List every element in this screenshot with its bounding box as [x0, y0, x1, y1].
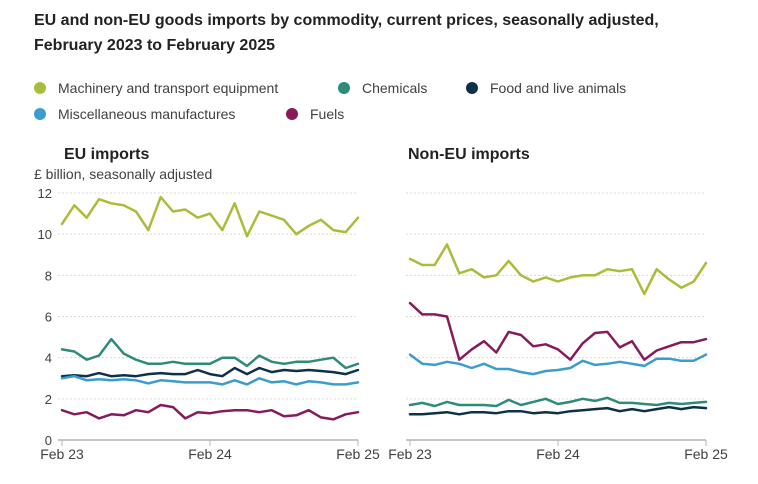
- eu-y-tick-label: 2: [45, 392, 52, 407]
- legend-item-misc: Miscellaneous manufactures: [34, 106, 235, 122]
- chart-title: EU and non-EU goods imports by commodity…: [34, 12, 659, 54]
- eu-x-tick-label: Feb 24: [188, 446, 232, 462]
- legend-dot-food: [466, 82, 478, 94]
- eu-series-line-food: [60, 366, 360, 378]
- legend-label-food: Food and live animals: [490, 80, 627, 96]
- eu-y-tick-label: 8: [45, 268, 52, 283]
- eu-x-tick-label: Feb 25: [336, 446, 380, 462]
- non-eu-panel-title: Non-EU imports: [408, 146, 530, 163]
- legend-item-food: Food and live animals: [466, 80, 626, 96]
- legend-item-machinery: Machinery and transport equipment: [34, 80, 278, 96]
- non-eu-series-line-fuels: [408, 301, 708, 361]
- eu-y-tick-label: 4: [45, 351, 52, 366]
- legend-dot-chemicals: [338, 82, 350, 94]
- eu-series-line-chemicals: [60, 337, 360, 370]
- eu-series-line-misc: [60, 374, 360, 386]
- legend-label-fuels: Fuels: [310, 106, 345, 122]
- legend-label-misc: Miscellaneous manufactures: [58, 106, 236, 122]
- eu-panel-title: EU imports: [64, 146, 149, 163]
- non-eu-x-tick-label: Feb 24: [536, 446, 580, 462]
- eu-y-tick-label: 10: [38, 227, 52, 242]
- legend-dot-fuels: [286, 108, 298, 120]
- eu-y-tick-label: 12: [38, 186, 52, 201]
- legend-dot-machinery: [34, 82, 46, 94]
- non-eu-x-tick-label: Feb 23: [388, 446, 432, 462]
- legend-label-chemicals: Chemicals: [362, 80, 428, 96]
- non-eu-series-line-misc: [408, 353, 708, 376]
- non-eu-series-line-machinery: [408, 243, 708, 296]
- eu-y-tick-label: 6: [45, 310, 52, 325]
- non-eu-series-line-food: [408, 405, 708, 416]
- legend-label-machinery: Machinery and transport equipment: [58, 80, 279, 96]
- legend-item-fuels: Fuels: [286, 106, 344, 122]
- legend-dot-misc: [34, 108, 46, 120]
- eu-x-tick-label: Feb 23: [40, 446, 84, 462]
- legend-item-chemicals: Chemicals: [338, 80, 427, 96]
- eu-series-line-fuels: [60, 403, 360, 421]
- non-eu-x-tick-label: Feb 25: [684, 446, 728, 462]
- eu-series-line-machinery: [60, 195, 360, 238]
- eu-y-axis-label: £ billion, seasonally adjusted: [34, 166, 212, 182]
- eu-y-tick-label: 0: [45, 433, 52, 448]
- non-eu-series-line-chemicals: [408, 396, 708, 408]
